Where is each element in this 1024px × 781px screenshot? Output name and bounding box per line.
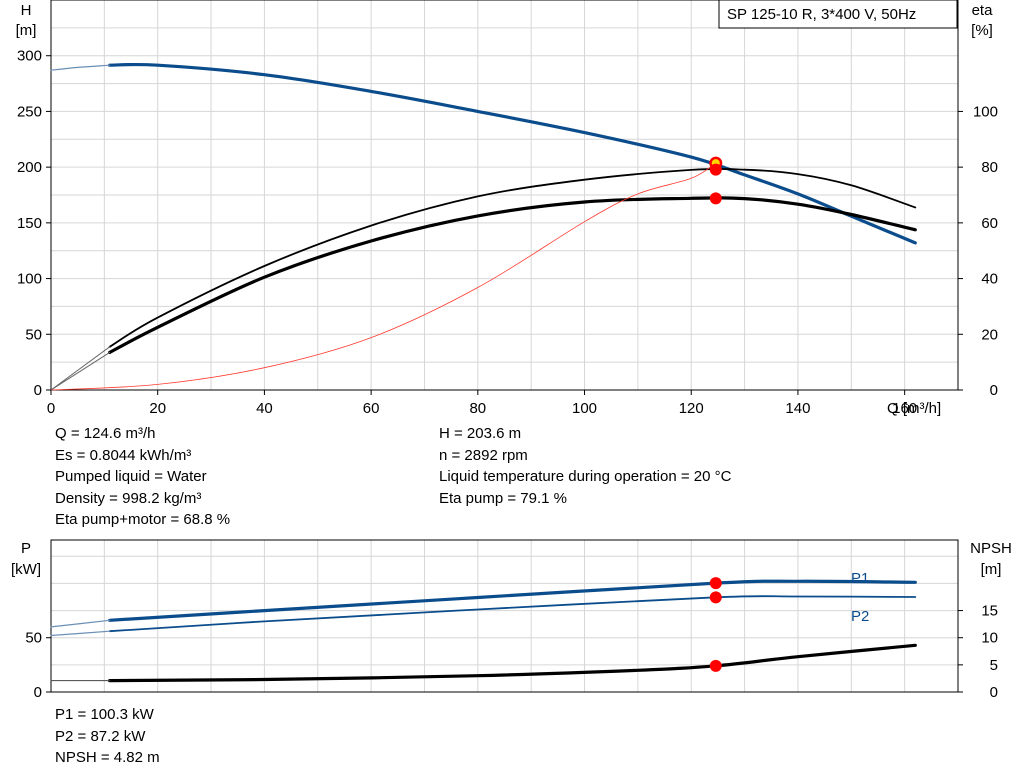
curves [50,579,917,683]
x-tick-label: 140 [785,400,810,417]
info-p1: P1 = 100.3 kW [55,706,154,723]
y-tick-label-right: 60 [981,215,998,232]
x-tick-label: 0 [47,400,55,417]
x-tick-label: 80 [469,400,486,417]
y-axis-left-label-line2: [m] [16,22,37,39]
y-axis-right-ticks: 0 5 10 15 [958,603,998,701]
info-eta-pump-motor: Eta pump+motor = 68.8 % [55,511,231,528]
operating-info-right: H = 203.6 m n = 2892 rpm Liquid temperat… [439,423,731,509]
curve-eta-dim-2 [50,351,111,391]
info-liquid-temperature: Liquid temperature during operation = 20… [439,468,732,485]
y-tick-label-left: 50 [25,326,42,343]
curve-p1-dim [50,619,111,628]
duty-point-marker [709,192,722,205]
y-axis-left-label-line1: P [21,540,31,557]
curve-head [108,62,917,245]
y-tick-label-right: 0 [990,684,998,701]
plot-frame [50,539,959,693]
y-tick-label-left: 250 [17,103,42,120]
curve-p2-dim [50,630,111,637]
duty-point-marker [709,163,722,176]
y-tick-label-left: 200 [17,159,42,176]
y-axis-left-ticks: 0 50 100 150 200 250 300 [17,48,51,399]
y-tick-label-right: 10 [981,630,998,647]
curve-eta-total [108,196,917,354]
y-tick-label-left: 50 [25,630,42,647]
y-tick-label-left: 0 [34,684,42,701]
x-tick-label: 60 [363,400,380,417]
y-tick-label-right: 5 [990,657,998,674]
x-tick-label: 40 [256,400,273,417]
curve-p1 [108,579,917,622]
plot-frame [50,0,959,391]
info-p2: P2 = 87.2 kW [55,727,146,745]
curve-eta-pump [108,168,917,348]
power-info: P1 = 100.3 kW P2 = 87.2 kW NPSH = 4.82 m [55,704,160,769]
y-tick-label-right: 100 [973,103,998,120]
operating-info-left: Q = 124.6 m³/h Es = 0.8044 kWh/m³ Pumped… [55,423,230,531]
y-tick-label-left: 150 [17,215,42,232]
y-tick-label-left: 300 [17,48,42,65]
y-tick-label-left: 0 [34,382,42,399]
curve-head-dim [50,64,111,71]
gridlines [51,540,958,692]
y-tick-label-right: 20 [981,326,998,343]
chart-title-box [718,0,958,29]
x-axis-ticks: 0 20 40 60 80 100 120 140 160 [47,390,917,417]
info-eta-pump: Eta pump = 79.1 % [439,489,567,507]
series-label-p2: P2 [851,608,869,625]
y-axis-right-label-line2: [m] [981,561,1002,578]
curves [50,62,917,391]
curve-p2 [108,595,917,633]
chart-title: SP 125-10 R, 3*400 V, 50Hz [727,6,916,23]
info-flow: Q = 124.6 m³/h [55,425,156,442]
curve-npsh [108,643,917,683]
y-axis-right-label-line2: [%] [971,22,993,39]
head-efficiency-chart: 0 20 40 60 80 100 120 140 160 050100150200250300… [16,0,998,417]
y-axis-right-label-line1: NPSH [970,540,1012,557]
y-axis-left-ticks: 0 50 [25,630,51,701]
info-specific-energy: Es = 0.8044 kWh/m³ [55,446,192,464]
y-tick-label-right: 40 [981,271,998,288]
info-pumped-liquid: Pumped liquid = Water [55,468,207,485]
duty-point-marker [709,577,722,590]
x-tick-label: 20 [149,400,166,417]
info-speed: n = 2892 rpm [439,446,528,464]
duty-points [709,156,723,205]
y-axis-left-label-line2: [kW] [11,561,41,578]
series-label-p1: P1 [851,570,869,587]
y-tick-label-right: 80 [981,159,998,176]
power-npsh-chart: 0 50 0 5 10 15 P [kW] NPSH [m] P1 P2 [11,539,1012,701]
info-density: Density = 998.2 kg/m³ [55,489,202,507]
curve-system [50,162,717,391]
y-axis-right-label-line1: eta [972,2,994,19]
gridlines [51,0,958,390]
x-tick-label: 100 [572,400,597,417]
x-tick-label: 160 [892,400,917,417]
y-axis-left-label-line1: H [21,2,32,19]
x-tick-label: 120 [679,400,704,417]
y-tick-label-right: 0 [990,382,998,399]
y-tick-label-right: 15 [981,603,998,620]
x-axis-label: Q [m³/h] [887,400,941,417]
duty-point-marker [709,659,722,672]
info-head: H = 203.6 m [439,425,522,442]
y-tick-label-left: 100 [17,271,42,288]
duty-point-marker [709,591,722,604]
info-npsh: NPSH = 4.82 m [55,749,160,766]
operating-points [709,577,722,672]
y-axis-right-ticks: 0 20 40 60 80 100 [958,103,998,399]
curve-eta-dim-1 [50,346,111,391]
